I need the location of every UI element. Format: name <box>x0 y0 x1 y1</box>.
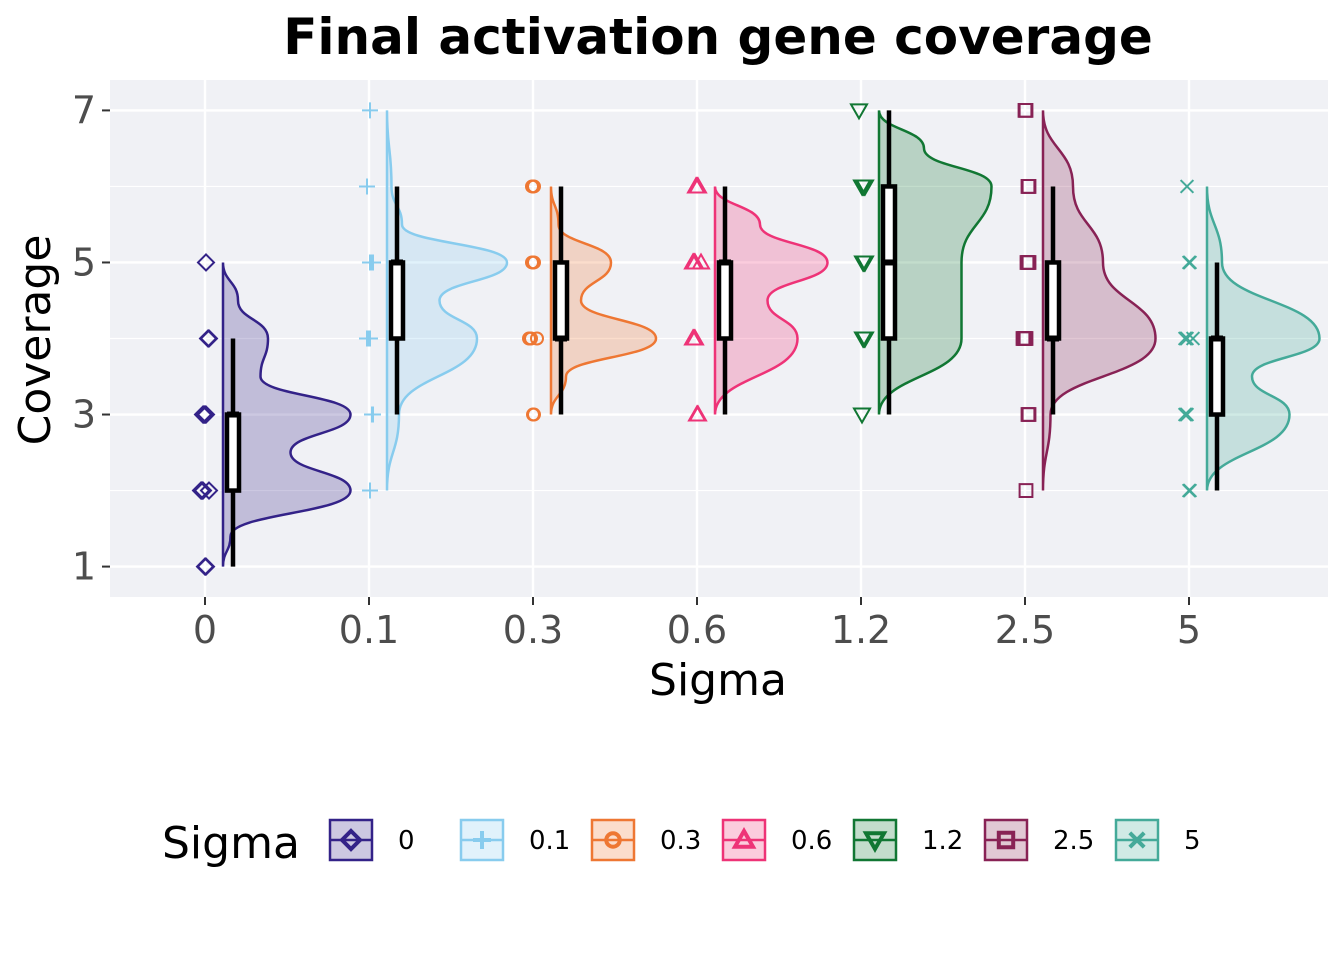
legend-items: 0 0.1 0.3 0.6 1.2 2.5 5 <box>328 818 1201 862</box>
point-5 <box>1181 255 1197 270</box>
legend-marker <box>731 826 757 849</box>
point-0.6 <box>686 176 706 194</box>
box-5 <box>1208 336 1226 417</box>
legend-marker <box>339 828 363 852</box>
legend-label: 0 <box>398 826 415 856</box>
boxplots <box>224 110 1226 567</box>
density-cloud-0.1 <box>385 110 509 491</box>
point-1.2 <box>853 255 873 273</box>
x-tick-label: 5 <box>1177 608 1201 652</box>
legend-marker <box>604 831 622 849</box>
box-0.6 <box>716 260 734 341</box>
point-0.3 <box>530 331 544 346</box>
point-0.1 <box>364 406 380 423</box>
density-cloud-5 <box>1205 186 1321 491</box>
legend-label: 1.2 <box>922 826 963 856</box>
legend-item-2.5: 2.5 <box>983 818 1094 862</box>
legend-label: 0.3 <box>660 826 701 856</box>
density-clouds <box>221 110 1321 567</box>
legend-item-0.6: 0.6 <box>721 818 832 862</box>
point-2.5 <box>1020 179 1036 194</box>
y-tick-label: 1 <box>72 545 96 589</box>
density-cloud-0.3 <box>549 186 658 415</box>
point-0.6 <box>683 328 703 346</box>
legend-label: 2.5 <box>1053 826 1094 856</box>
legend-label: 0.1 <box>529 826 570 856</box>
density-cloud-0 <box>221 262 352 567</box>
box-0 <box>224 412 242 493</box>
point-2.5 <box>1019 255 1035 270</box>
x-tick-label: 0.1 <box>339 608 399 652</box>
point-1.2 <box>852 179 872 197</box>
point-0.1 <box>362 254 378 271</box>
density-cloud-0.6 <box>713 186 829 415</box>
legend-marker <box>1128 831 1146 849</box>
box-0.1 <box>388 260 406 341</box>
point-0 <box>191 481 211 500</box>
y-tick-label: 7 <box>72 88 96 132</box>
legend-marker <box>473 831 491 849</box>
point-5 <box>1181 483 1197 498</box>
point-0.1 <box>362 102 378 119</box>
legend-item-0: 0 <box>328 818 415 862</box>
x-tick-label: 0.6 <box>667 608 727 652</box>
point-1.2 <box>849 103 869 121</box>
point-1.2 <box>853 331 873 349</box>
point-0 <box>198 329 218 348</box>
y-axis: 1 3 5 7 <box>72 88 110 589</box>
y-tick-label: 3 <box>72 393 96 437</box>
x-tick-label: 0.3 <box>503 608 563 652</box>
point-0 <box>196 253 216 272</box>
raw-points <box>191 102 1201 577</box>
point-5 <box>1179 179 1195 194</box>
legend-marker <box>996 830 1016 850</box>
point-0.1 <box>359 330 375 347</box>
legend-item-5: 5 <box>1114 818 1201 862</box>
density-cloud-1.2 <box>877 110 993 415</box>
point-0.3 <box>525 179 539 194</box>
point-0.3 <box>526 407 540 422</box>
legend-label: 5 <box>1184 826 1201 856</box>
point-2.5 <box>1018 483 1034 498</box>
legend-label: 0.6 <box>791 826 832 856</box>
point-1.2 <box>852 407 872 425</box>
x-tick-label: 0 <box>193 608 217 652</box>
x-axis: 0 0.1 0.3 0.6 1.2 2.5 5 <box>193 597 1201 652</box>
point-0.3 <box>525 255 539 270</box>
y-tick-label: 5 <box>72 240 96 284</box>
point-2.5 <box>1020 407 1036 422</box>
point-5 <box>1185 331 1201 346</box>
legend-item-1.2: 1.2 <box>852 818 963 862</box>
point-2.5 <box>1015 331 1031 346</box>
legend-title: Sigma <box>162 818 300 869</box>
point-0 <box>195 557 215 577</box>
point-0.6 <box>691 252 711 270</box>
point-0.6 <box>687 404 707 422</box>
point-0.3 <box>522 331 536 346</box>
x-tick-label: 2.5 <box>995 608 1055 652</box>
point-0 <box>193 405 213 424</box>
point-0.1 <box>362 482 378 499</box>
box-2.5 <box>1044 260 1062 341</box>
legend: Sigma 0 0.1 0.3 0.6 1.2 2.5 5 <box>162 818 1201 869</box>
chart-title: Final activation gene coverage <box>283 8 1153 66</box>
box-0.3 <box>552 260 570 341</box>
y-axis-title: Coverage <box>10 235 61 446</box>
point-0.1 <box>359 178 375 195</box>
legend-item-0.1: 0.1 <box>459 818 570 862</box>
x-tick-label: 1.2 <box>831 608 891 652</box>
point-2.5 <box>1017 103 1033 118</box>
x-axis-title: Sigma <box>649 655 787 706</box>
density-cloud-2.5 <box>1041 110 1157 491</box>
point-5 <box>1177 407 1193 422</box>
legend-item-0.3: 0.3 <box>590 818 701 862</box>
point-0 <box>199 481 219 500</box>
legend-marker <box>862 831 888 854</box>
